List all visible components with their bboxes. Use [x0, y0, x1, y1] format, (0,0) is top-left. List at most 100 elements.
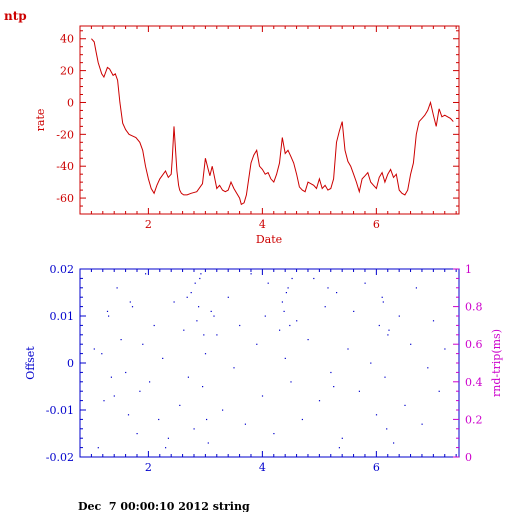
offset-point — [289, 324, 291, 327]
y-tick-label: 0 — [67, 357, 74, 370]
offset-point — [199, 277, 201, 280]
offset-point — [296, 320, 298, 322]
offset-point — [375, 414, 378, 416]
offset-point — [264, 315, 266, 317]
offset-point — [281, 301, 283, 303]
offset-point — [432, 320, 435, 322]
offset-point — [93, 348, 95, 350]
offset-point — [106, 310, 109, 312]
offset-point — [333, 386, 335, 388]
offset-point — [330, 371, 332, 374]
offset-point — [213, 315, 215, 317]
offset-point — [120, 339, 122, 341]
right-tick-label: 1 — [465, 263, 472, 276]
offset-point — [139, 390, 141, 392]
offset-point — [384, 376, 386, 378]
offset-point — [250, 273, 252, 275]
offset-point — [142, 343, 144, 345]
top-y-axis-label: rate — [34, 109, 47, 132]
offset-point — [186, 296, 188, 298]
y-tick-label: 20 — [60, 65, 74, 78]
offset-point — [398, 315, 400, 317]
bottom-scatter-chart: 2 4 6 -0.02 -0.01 0 0.01 0.02 0 0.2 0.4 0.6 0.8 1 Off… — [24, 263, 503, 474]
offset-point — [179, 404, 181, 406]
offset-point — [313, 277, 315, 280]
offset-point — [287, 287, 289, 289]
offset-point — [162, 357, 164, 359]
offset-point — [113, 395, 115, 397]
offset-point — [187, 376, 189, 378]
offset-point — [378, 324, 380, 327]
offset-point — [444, 348, 446, 350]
offset-point — [364, 282, 366, 284]
top-plot-frame — [79, 25, 460, 215]
offset-point — [382, 301, 384, 303]
offset-point — [203, 334, 205, 336]
offset-point — [256, 343, 258, 345]
x-tick-label: 6 — [373, 218, 380, 231]
offset-point — [196, 320, 198, 322]
right-tick-label: 0 — [465, 451, 472, 464]
top-x-axis-label: Date — [256, 233, 282, 246]
offset-point — [108, 315, 110, 317]
bottom-right-axis-label: rnd-trip(ms) — [490, 329, 503, 397]
offset-point — [206, 418, 208, 421]
y-tick-label: -40 — [56, 160, 74, 173]
offset-point — [291, 277, 293, 280]
y-tick-label: 0.01 — [50, 310, 75, 323]
offset-point — [410, 343, 412, 345]
offset-point — [347, 348, 349, 350]
offset-point — [202, 386, 204, 388]
offset-point — [158, 418, 160, 421]
offset-point — [370, 362, 372, 364]
y-tick-label: 0 — [67, 96, 74, 109]
offset-point — [284, 357, 286, 359]
offset-point — [131, 306, 134, 308]
offset-point — [200, 273, 202, 275]
offset-point — [207, 442, 209, 444]
offset-point — [387, 334, 389, 336]
offset-point — [273, 433, 275, 435]
right-tick-label: 0.4 — [465, 376, 483, 389]
y-tick-label: -20 — [56, 128, 74, 141]
offset-point — [153, 324, 155, 327]
offset-point — [239, 324, 241, 327]
offset-point — [204, 353, 207, 355]
offset-point — [283, 310, 285, 312]
offset-point — [167, 437, 169, 439]
offset-point — [427, 367, 429, 369]
offset-point — [358, 390, 360, 392]
right-tick-label: 0.8 — [465, 301, 483, 314]
offset-point — [318, 400, 321, 402]
x-tick-label: 4 — [259, 461, 266, 474]
offset-point — [279, 329, 281, 331]
offset-point — [129, 301, 131, 303]
right-tick-label: 0.6 — [465, 338, 483, 351]
y-tick-label: -0.02 — [46, 451, 74, 464]
offset-point — [421, 423, 423, 425]
offset-point — [222, 409, 224, 411]
offset-point — [216, 334, 218, 336]
x-tick-label: 2 — [145, 218, 152, 231]
offset-point — [125, 371, 127, 374]
offset-point — [145, 273, 147, 275]
top-axis-ticks: 2 4 6 -60 -40 -20 0 20 40 — [56, 26, 459, 231]
offset-point — [210, 310, 212, 312]
offset-point — [110, 376, 112, 378]
offset-point — [173, 301, 175, 303]
offset-point — [393, 442, 395, 444]
offset-point — [336, 292, 338, 294]
offset-point — [149, 381, 151, 383]
y-tick-label: 0.02 — [50, 263, 75, 276]
x-tick-label: 2 — [145, 461, 152, 474]
y-tick-label: 40 — [60, 33, 74, 46]
offset-point — [183, 329, 185, 331]
offset-point — [165, 447, 167, 449]
bottom-axis-ticks: 2 4 6 -0.02 -0.01 0 0.01 0.02 0 0.2 0.4 0.6 0.8 1 — [46, 263, 483, 474]
offset-point — [386, 428, 388, 430]
offset-point — [103, 400, 105, 402]
offset-point — [307, 339, 309, 341]
offset-point — [438, 390, 440, 392]
offset-point — [327, 287, 329, 289]
